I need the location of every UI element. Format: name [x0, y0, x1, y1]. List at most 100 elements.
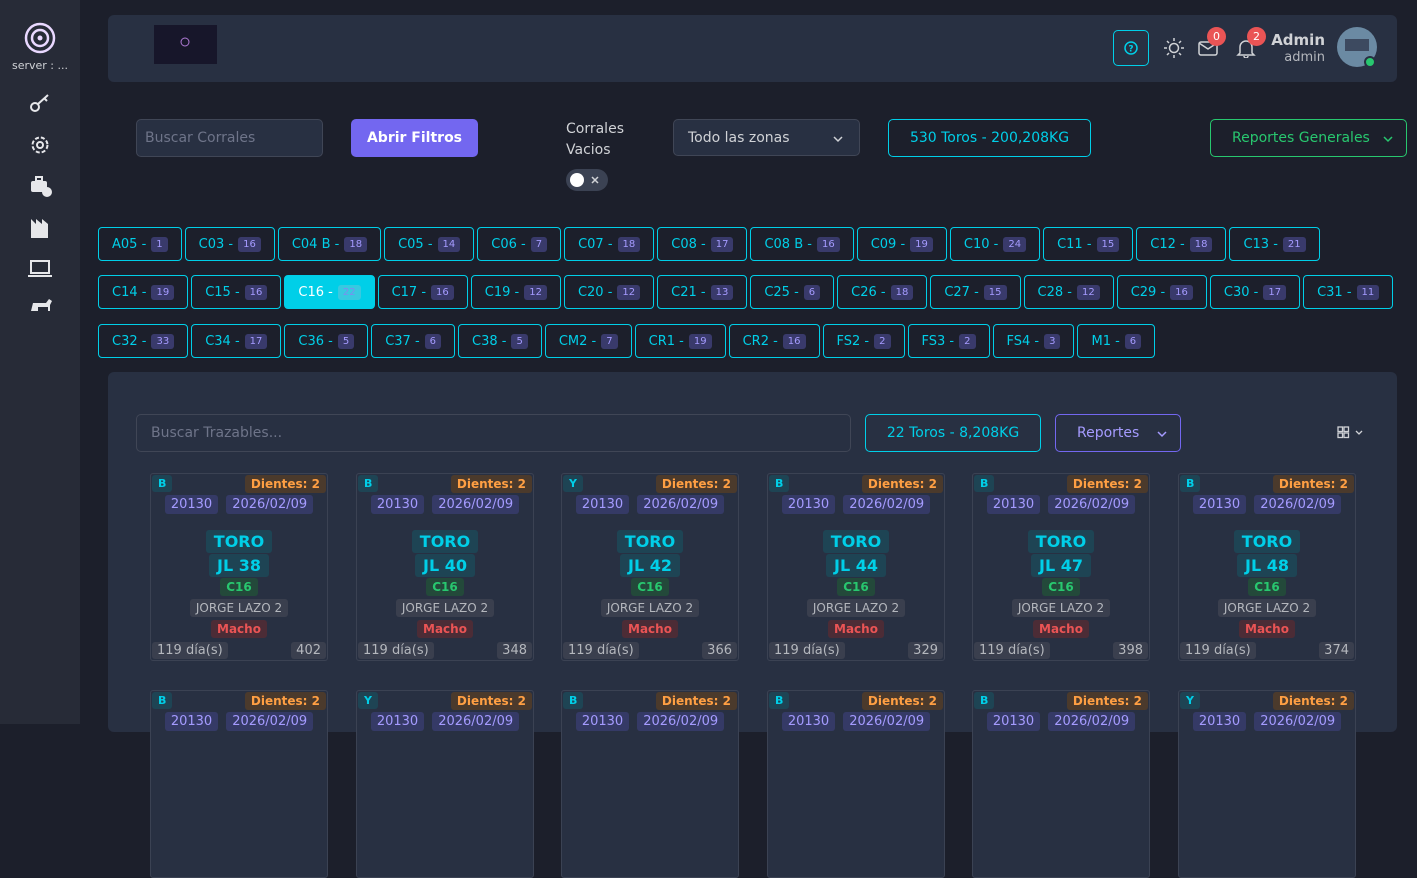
animal-card[interactable]: Y Dientes: 2 20130 2026/02/09 TORO JL 42 C16 JO… [561, 473, 739, 661]
brand-logo [154, 25, 217, 64]
date-badge: 2026/02/09 [843, 712, 931, 731]
tag-badge: JL 40 [415, 554, 475, 577]
kind-badge: TORO [616, 530, 684, 553]
corral-count: 24 [1003, 236, 1027, 252]
general-reports-button[interactable]: Reportes Generales [1210, 119, 1407, 157]
app-logo[interactable] [24, 22, 56, 54]
animal-card[interactable]: B Dientes: 2 20130 2026/02/09 TORO JL 44 C16 JO… [767, 473, 945, 661]
corral-button[interactable]: C15 -16 [191, 275, 282, 309]
corral-button[interactable]: C27 -15 [930, 275, 1021, 309]
type-badge: B [769, 475, 790, 492]
days-badge: 119 día(s) [1180, 642, 1256, 659]
corral-search[interactable]: Buscar Corrales [136, 119, 323, 157]
animal-card[interactable]: B Dientes: 2 20130 2026/02/09 TORO JL 48 C16 JO… [1178, 473, 1356, 661]
corral-name: C29 - [1130, 284, 1166, 300]
owner-badge: JORGE LAZO 2 [806, 599, 906, 617]
corral-button[interactable]: C30 -17 [1209, 275, 1301, 309]
corral-button[interactable]: C13 -21 [1229, 227, 1320, 261]
sidebar-icons[interactable] [28, 91, 52, 331]
corral-button[interactable]: C28 -12 [1023, 275, 1114, 309]
corral-badge: C16 [1248, 578, 1286, 596]
corral-row: C16 [357, 578, 533, 596]
code-badge: 20130 [781, 712, 836, 731]
sex-row: Macho [973, 620, 1149, 638]
corral-name: C38 - [472, 333, 507, 349]
corral-button[interactable]: C29 -16 [1116, 275, 1207, 309]
corral-button[interactable]: FS3 -2 [907, 324, 990, 358]
corral-button[interactable]: CR2 -16 [728, 324, 820, 358]
view-toggle[interactable] [1337, 426, 1365, 440]
zone-select[interactable]: Todo las zonas [673, 119, 860, 156]
corral-button[interactable]: C20 -12 [563, 275, 655, 309]
animal-card[interactable]: B Dientes: 2 20130 2026/02/09 TORO JL 40 C16 JO… [356, 473, 534, 661]
corral-row: C16 [562, 578, 738, 596]
corral-button[interactable]: C08 -17 [657, 227, 748, 261]
teeth-badge: Dientes: 2 [450, 475, 532, 493]
corral-button[interactable]: C38 -5 [458, 324, 542, 358]
filter-button[interactable]: Abrir Filtros [351, 119, 478, 157]
corral-row: C32 -33 C34 -17 C36 -5 C37 -6 C38 -5 CM2 -7 CR… [98, 324, 1156, 358]
help-button[interactable]: ? [1113, 30, 1149, 66]
corral-button[interactable]: C36 -5 [284, 324, 369, 358]
corral-button[interactable]: C19 -12 [470, 275, 561, 309]
corral-count: 5 [511, 333, 528, 349]
code-badge: 20130 [781, 495, 836, 514]
corral-button[interactable]: C26 -18 [837, 275, 928, 309]
corral-button[interactable]: C21 -13 [657, 275, 748, 309]
animal-card[interactable]: B Dientes: 2 20130 2026/02/09 TORO JL 47 C16 JO… [972, 473, 1150, 661]
corral-button[interactable]: FS4 -3 [992, 324, 1075, 358]
theme-toggle[interactable] [1163, 37, 1185, 59]
trace-search[interactable]: Buscar Trazables... [136, 414, 851, 452]
tag-badge: JL 38 [209, 554, 269, 577]
corral-button[interactable]: M1 -6 [1077, 324, 1156, 358]
corral-button[interactable]: CR1 -19 [634, 324, 726, 358]
corral-button[interactable]: C37 -6 [371, 324, 456, 358]
corral-button[interactable]: C09 -19 [856, 227, 947, 261]
animal-card[interactable]: B Dientes: 2 20130 2026/02/09 [767, 690, 945, 878]
corral-button[interactable]: FS2 -2 [822, 324, 905, 358]
corral-name: C08 B - [764, 236, 812, 252]
corral-button[interactable]: C32 -33 [98, 324, 189, 358]
sex-badge: Macho [417, 620, 473, 638]
corral-name: FS4 - [1006, 333, 1040, 349]
animal-card[interactable]: B Dientes: 2 20130 2026/02/09 [150, 690, 328, 878]
animal-card[interactable]: B Dientes: 2 20130 2026/02/09 [561, 690, 739, 878]
sex-row: Macho [357, 620, 533, 638]
type-badge: B [974, 475, 995, 492]
corral-name: M1 - [1091, 333, 1120, 349]
corral-button[interactable]: C05 -14 [384, 227, 475, 261]
animal-card[interactable]: B Dientes: 2 20130 2026/02/09 [972, 690, 1150, 878]
corral-button[interactable]: C17 -16 [377, 275, 468, 309]
animal-card[interactable]: Y Dientes: 2 20130 2026/02/09 [356, 690, 534, 878]
corral-button[interactable]: C06 -7 [477, 227, 562, 261]
corral-button[interactable]: C31 -11 [1303, 275, 1394, 309]
zone-select-value: Todo las zonas [688, 129, 790, 146]
corral-button[interactable]: C16 -22 [284, 275, 375, 309]
corral-button[interactable]: C12 -18 [1136, 227, 1227, 261]
corral-button[interactable]: A05 -1 [98, 227, 182, 261]
corral-button[interactable]: C11 -15 [1043, 227, 1134, 261]
empty-toggle[interactable] [566, 169, 608, 191]
corral-button[interactable]: C08 B -16 [750, 227, 854, 261]
reports-button[interactable]: Reportes [1055, 414, 1181, 452]
corral-name: C10 - [963, 236, 999, 252]
animal-card[interactable]: B Dientes: 2 20130 2026/02/09 TORO JL 38 C16 JO… [150, 473, 328, 661]
corral-count: 21 [1282, 236, 1306, 252]
corral-button[interactable]: C25 -6 [750, 275, 835, 309]
corral-button[interactable]: C34 -17 [191, 324, 282, 358]
corral-button[interactable]: C04 B -18 [277, 227, 382, 261]
animal-card[interactable]: Y Dientes: 2 20130 2026/02/09 [1178, 690, 1356, 878]
corral-button[interactable]: CM2 -7 [544, 324, 632, 358]
id-row: 20130 2026/02/09 [1179, 495, 1355, 514]
corral-button[interactable]: C10 -24 [949, 227, 1041, 261]
owner-row: JORGE LAZO 2 [357, 599, 533, 617]
teeth-badge: Dientes: 2 [244, 475, 326, 493]
corral-badge: C16 [837, 578, 875, 596]
corral-row: C16 [768, 578, 944, 596]
user-avatar[interactable] [1337, 27, 1379, 69]
weight-badge: 329 [908, 642, 943, 659]
corral-button[interactable]: C14 -19 [98, 275, 189, 309]
corral-count: 16 [244, 284, 268, 300]
corral-button[interactable]: C03 -16 [184, 227, 275, 261]
corral-button[interactable]: C07 -18 [564, 227, 655, 261]
